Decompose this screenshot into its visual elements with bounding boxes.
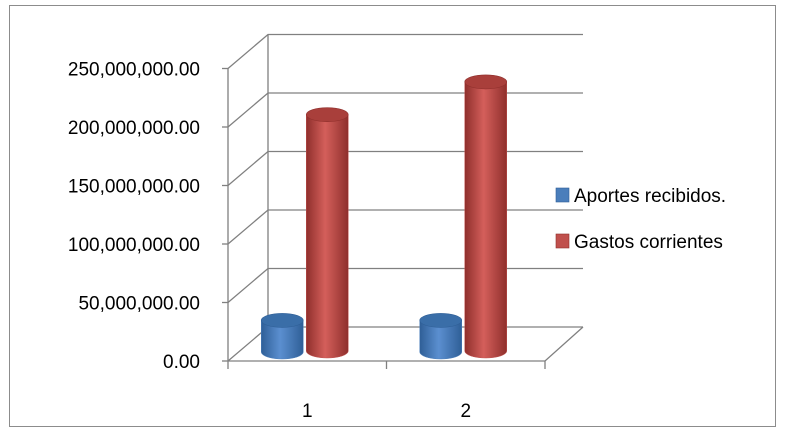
gridline (227, 209, 583, 245)
legend-label-gastos: Gastos corrientes (574, 232, 723, 253)
bar-top (419, 313, 463, 328)
legend-swatch-aportes (555, 187, 570, 203)
gridline (227, 92, 583, 128)
bar-top (305, 107, 349, 122)
y-tick-label: 150,000,000.00 (68, 177, 200, 198)
bar-body (464, 81, 507, 359)
y-tick-label: 50,000,000.00 (78, 294, 200, 315)
bar-aportes-1 (260, 313, 304, 360)
bar-gastos-2 (464, 74, 508, 359)
bar-top (464, 74, 508, 90)
bar-body (261, 320, 304, 360)
gridline (227, 33, 583, 69)
y-tick-label: 0.00 (163, 352, 200, 373)
bar-aportes-2 (419, 313, 463, 360)
y-tick-label: 250,000,000.00 (68, 60, 200, 81)
bar-body (419, 320, 462, 360)
x-tick-label: 2 (460, 401, 471, 422)
gridline (227, 150, 583, 186)
bar-body (306, 114, 349, 359)
chart-area (9, 5, 776, 427)
y-tick-label: 100,000,000.00 (68, 235, 200, 256)
x-tick-label: 1 (302, 401, 313, 422)
bar-gastos-1 (305, 107, 349, 359)
y-tick-label: 200,000,000.00 (68, 118, 200, 139)
gridline (227, 267, 583, 303)
legend-swatch-gastos (555, 233, 570, 249)
bar-top (260, 313, 304, 328)
legend-label-aportes: Aportes recibidos. (574, 186, 726, 207)
